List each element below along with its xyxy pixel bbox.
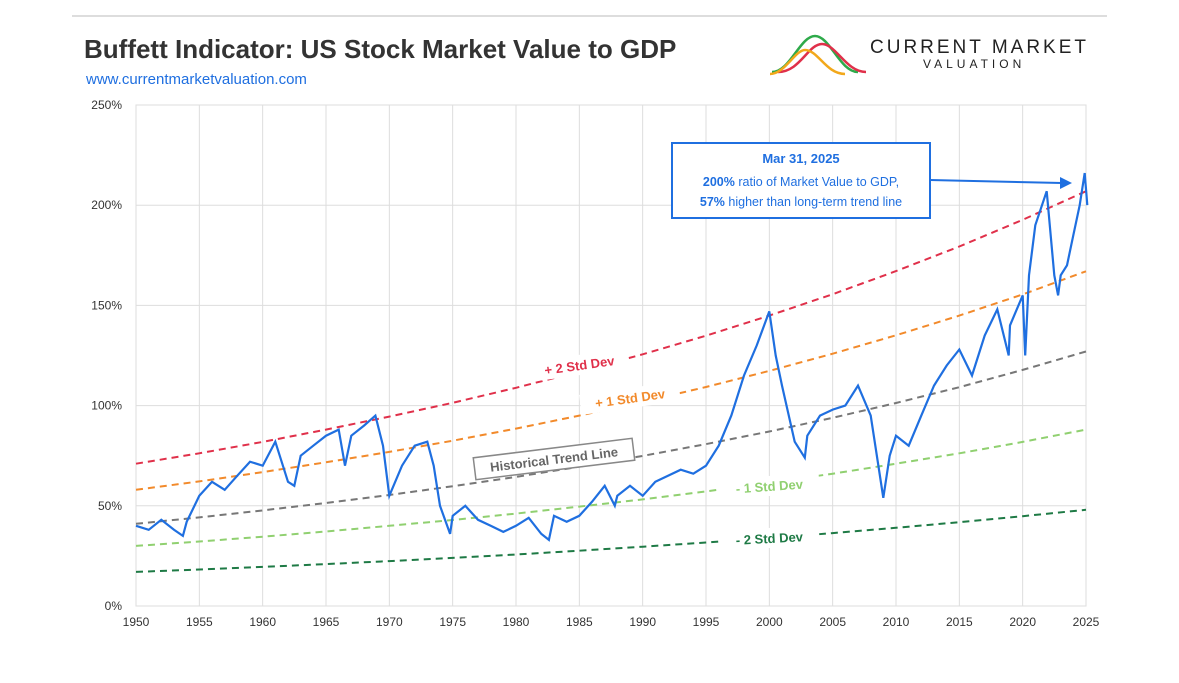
x-tick-label: 1950 (123, 615, 150, 629)
label-bg (579, 381, 681, 415)
logo-text: VALUATION (923, 57, 1025, 71)
annotation-line: 57% higher than long-term trend line (700, 195, 902, 209)
trend-line (135, 190, 1087, 465)
annotation-text: ratio of Market Value to GDP, (735, 175, 899, 189)
x-tick-label: 2000 (756, 615, 783, 629)
y-tick-label: 200% (91, 198, 122, 212)
annotation: Mar 31, 2025 200% ratio of Market Value t… (671, 142, 1072, 219)
x-tick-label: 1980 (503, 615, 530, 629)
x-tick-label: 1970 (376, 615, 403, 629)
label-bg (528, 348, 631, 382)
logo-text: CURRENT MARKET (870, 37, 1089, 58)
x-tick-label: 1990 (629, 615, 656, 629)
trend-line (135, 350, 1087, 525)
annotation-value: 200% (703, 175, 735, 189)
annotation-date: Mar 31, 2025 (762, 151, 839, 166)
label-bg (718, 472, 820, 500)
y-tick-label: 150% (91, 298, 122, 312)
line-label: - 2 Std Dev (718, 525, 820, 551)
x-tick-label: 1985 (566, 615, 593, 629)
y-tick-label: 100% (91, 399, 122, 413)
arrow-head (1060, 177, 1072, 189)
x-tick-label: 1975 (439, 615, 466, 629)
x-tick-label: 2025 (1073, 615, 1100, 629)
indicator-line (135, 172, 1089, 542)
line-label-text: - 2 Std Dev (735, 529, 804, 548)
annotation-box (671, 142, 931, 219)
line-label: - 1 Std Dev (718, 472, 820, 500)
chart-title: Buffett Indicator: US Stock Market Value… (84, 34, 676, 64)
label-bg (718, 525, 820, 551)
logo-curve (777, 42, 867, 74)
y-tick-label: 50% (98, 499, 122, 513)
x-tick-label: 2005 (819, 615, 846, 629)
x-tick-label: 2020 (1009, 615, 1036, 629)
logo-curve (769, 48, 846, 76)
x-tick-label: 2015 (946, 615, 973, 629)
annotation-text: higher than long-term trend line (725, 195, 902, 209)
x-tick-label: 1965 (313, 615, 340, 629)
annotation-line: 200% ratio of Market Value to GDP, (703, 175, 899, 189)
annotation-arrow (929, 179, 1063, 184)
y-tick-label: 0% (105, 599, 123, 613)
x-tick-label: 1960 (249, 615, 276, 629)
y-tick-label: 250% (91, 98, 122, 112)
logo: CURRENT MARKET VALUATION (769, 34, 1089, 76)
plot: 0% 50% 100% 150% 200% 250% 1950 1955 1960 1965 197… (91, 98, 1099, 629)
label-box (472, 437, 636, 481)
line-label: Historical Trend Line (472, 437, 636, 481)
line-label-text: - 1 Std Dev (735, 477, 804, 497)
trend-line (135, 508, 1087, 573)
line-label: + 1 Std Dev (579, 381, 681, 415)
x-tick-label: 1995 (693, 615, 720, 629)
x-tick-label: 1955 (186, 615, 213, 629)
annotation-value: 57% (700, 195, 725, 209)
url: www.currentmarketvaluation.com (85, 71, 307, 88)
x-tick-label: 2010 (883, 615, 910, 629)
trend-line (135, 428, 1087, 547)
